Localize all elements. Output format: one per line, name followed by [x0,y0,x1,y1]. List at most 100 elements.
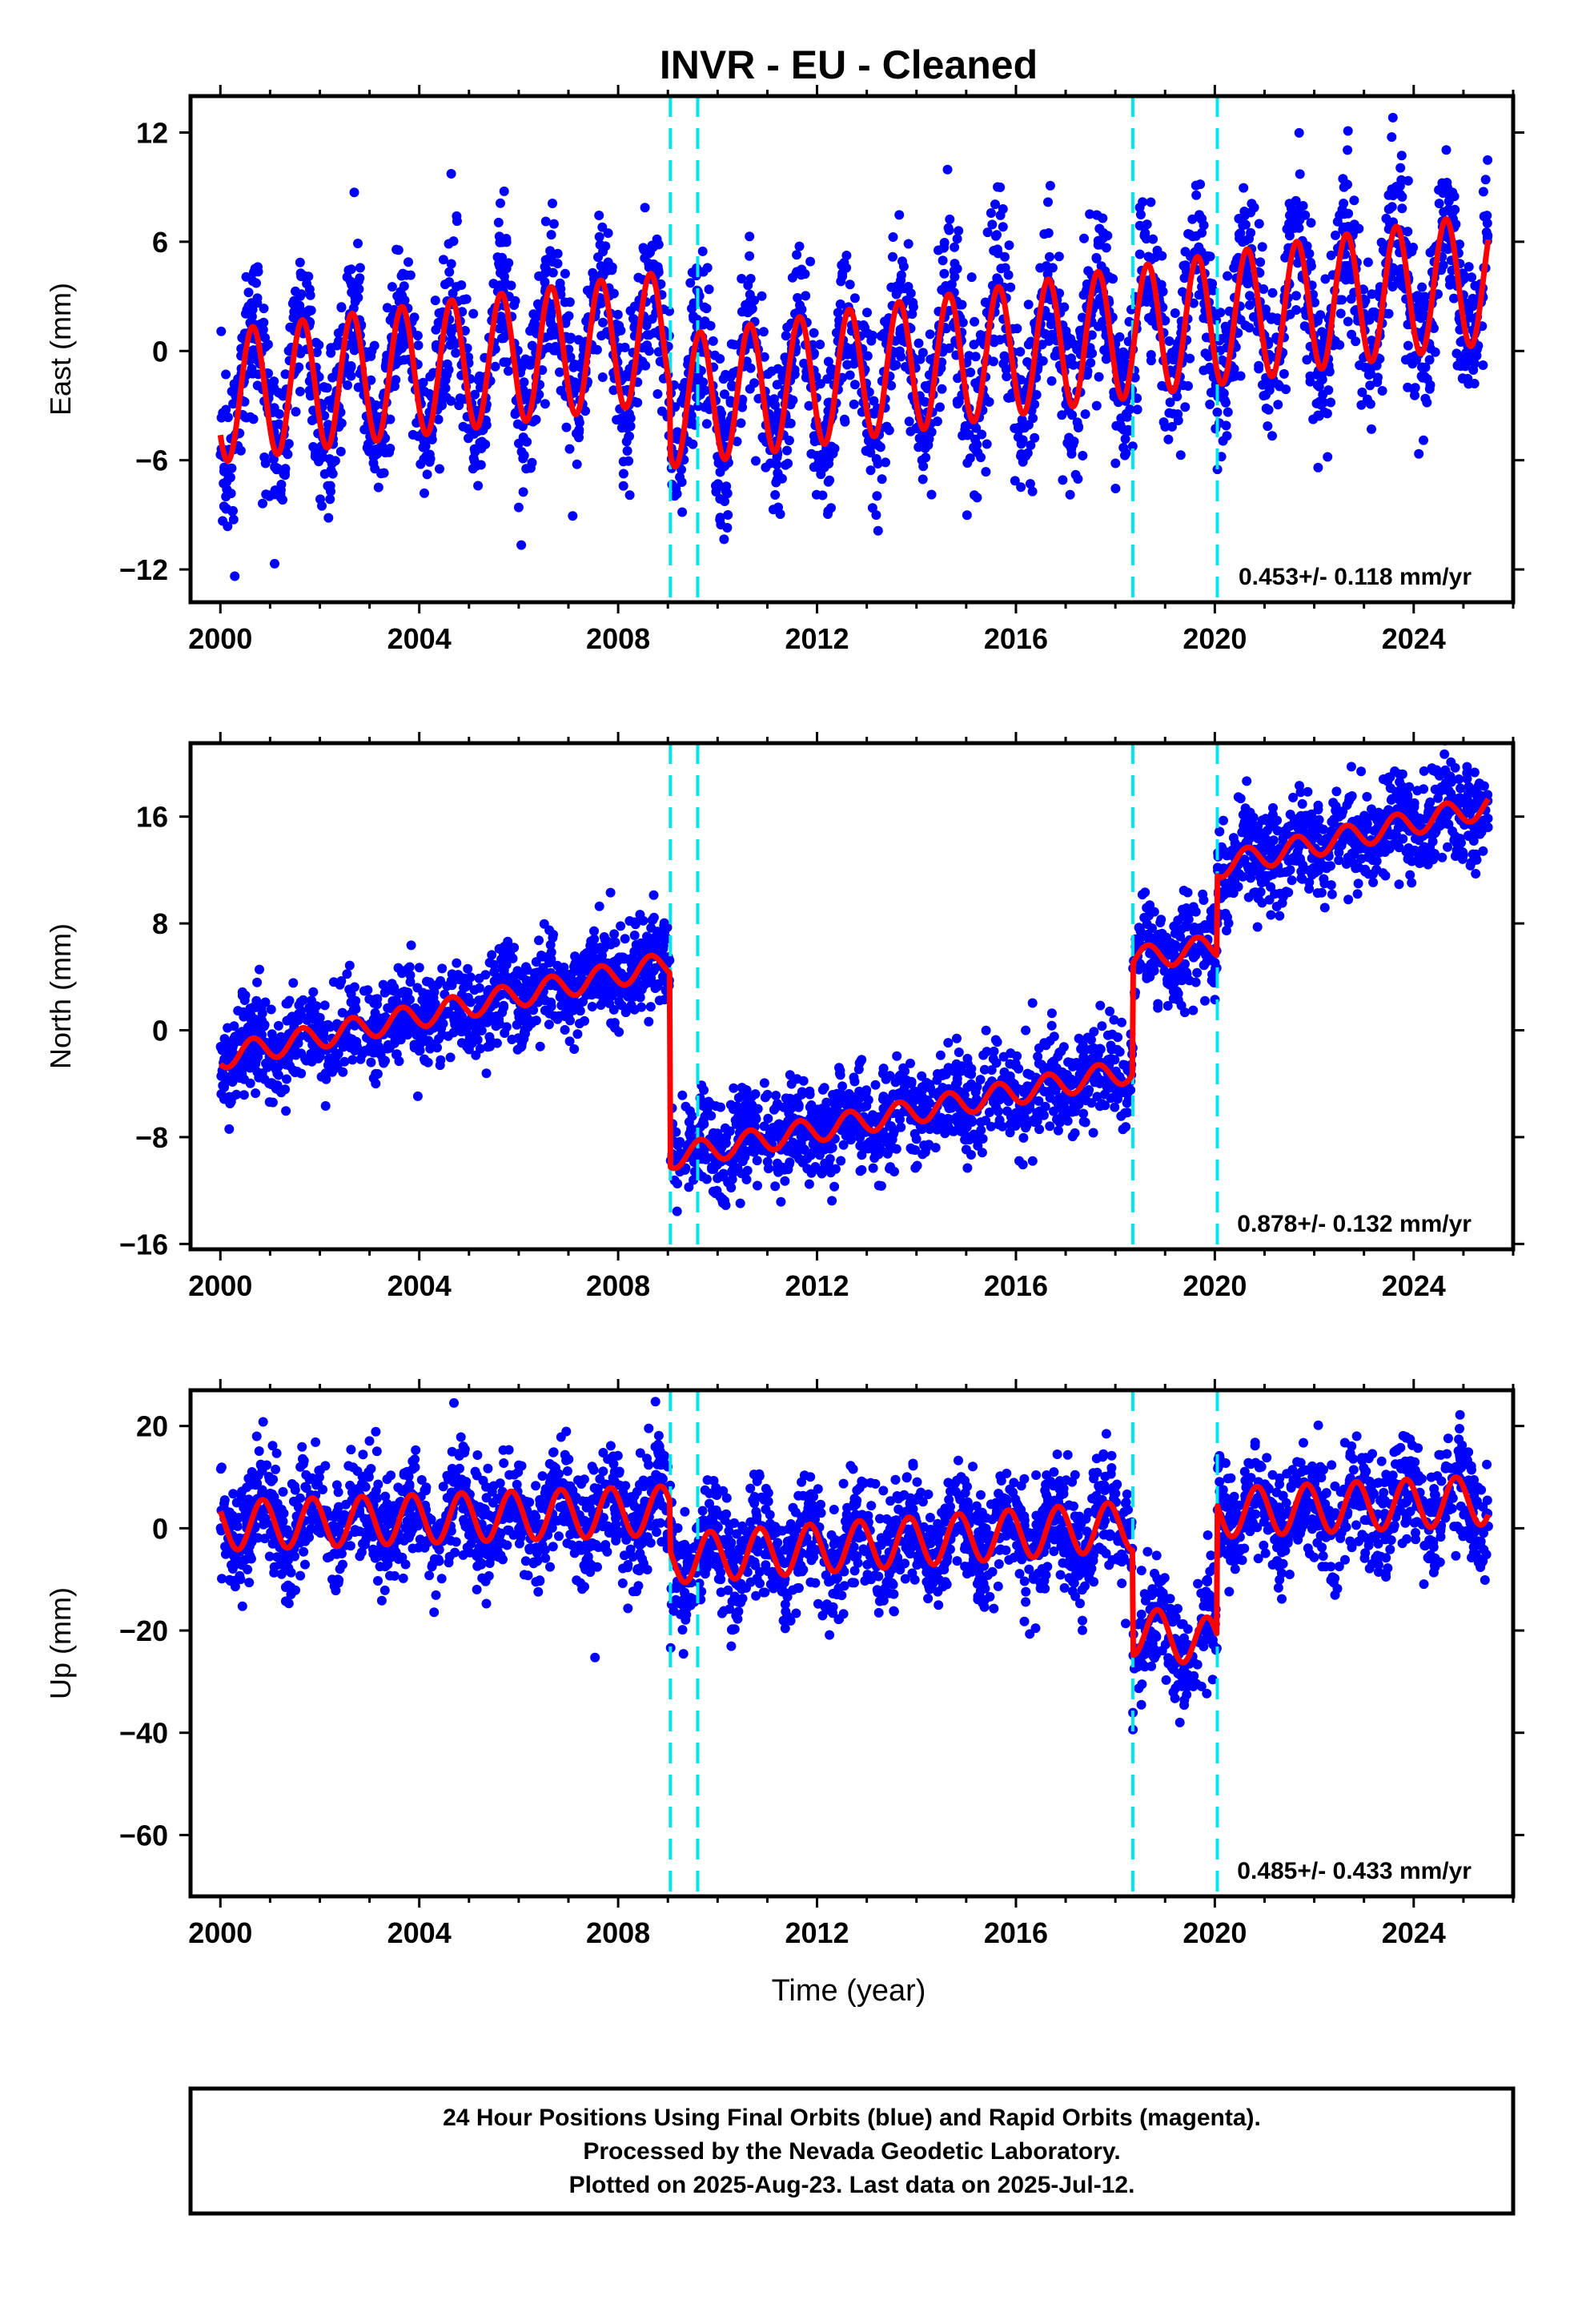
data-point [320,1101,331,1111]
data-point [750,1089,761,1100]
data-point [624,408,634,419]
data-point [307,416,317,425]
data-point [926,489,937,500]
data-point [353,239,363,248]
data-point [1075,325,1085,336]
data-point [1295,169,1305,179]
data-point [1405,870,1415,880]
data-point [355,263,365,273]
data-point [372,448,383,459]
data-point [1106,273,1117,283]
data-point [251,278,261,288]
data-point [264,491,275,501]
data-point [1015,347,1026,357]
data-point [677,464,686,475]
data-point [548,267,558,278]
data-point [598,317,608,328]
data-point [1294,842,1304,852]
data-point [726,1183,737,1192]
data-point [469,428,480,439]
data-point [745,274,756,283]
data-point [1150,252,1160,263]
data-point [455,393,465,404]
data-point [1275,911,1285,921]
data-point [1028,413,1038,424]
data-point [1376,237,1387,247]
data-point [986,208,996,218]
data-point [1478,187,1488,197]
data-point [900,362,910,372]
data-point [823,356,833,367]
data-point [509,300,520,310]
data-point [1167,421,1177,432]
data-point [1234,214,1244,223]
data-point [545,246,556,256]
data-point [1239,183,1249,193]
data-point [793,292,803,303]
data-point [452,958,462,968]
plot-area [215,743,1493,1249]
data-point [1095,239,1106,250]
data-point [770,490,781,500]
data-point [1180,402,1191,412]
data-point [1411,303,1422,313]
data-point [597,372,608,382]
data-point [1030,432,1040,443]
data-point [1417,362,1427,372]
data-point [1371,864,1382,875]
data-point [534,389,544,400]
data-point [1418,372,1427,383]
data-point [1034,1124,1045,1135]
data-point [917,348,928,358]
data-point [1469,359,1480,368]
data-point [888,232,898,242]
data-point [1145,900,1155,911]
data-point [905,426,916,436]
data-point [849,1076,860,1087]
data-point [1132,404,1142,415]
data-point [1414,448,1424,459]
data-point [1360,296,1371,306]
data-point [780,1176,790,1186]
data-point [995,210,1006,220]
data-point [849,293,860,304]
data-point [572,459,582,469]
data-point [1263,421,1273,432]
data-point [433,414,444,424]
data-point [1327,889,1337,899]
data-point [905,1058,915,1068]
data-point [393,963,404,973]
data-point [327,372,338,383]
data-point [1053,1125,1063,1136]
data-point [1320,274,1331,284]
data-point [1110,1102,1120,1112]
data-point [295,268,306,279]
data-point [823,506,833,517]
data-point [1002,372,1012,382]
data-point [1303,249,1313,259]
data-point [1343,895,1354,905]
data-point [761,462,771,472]
data-point [886,380,897,391]
data-point [280,369,291,380]
x-tick-label: 2004 [387,622,452,655]
data-point [904,416,914,427]
data-point [758,327,769,337]
data-point [1291,214,1301,224]
data-point [1460,361,1471,372]
data-point [1443,842,1452,852]
data-point [836,276,846,287]
data-point [1318,389,1328,400]
data-point [1046,1008,1057,1019]
data-point [1272,313,1283,324]
data-point [1395,163,1406,173]
data-point [289,296,299,306]
data-point [600,241,611,251]
data-point [1403,227,1413,237]
data-point [1187,214,1198,224]
data-point [837,1081,848,1092]
data-point [1110,484,1121,493]
data-point [445,340,456,350]
data-point [1243,279,1253,289]
data-point [568,362,579,372]
